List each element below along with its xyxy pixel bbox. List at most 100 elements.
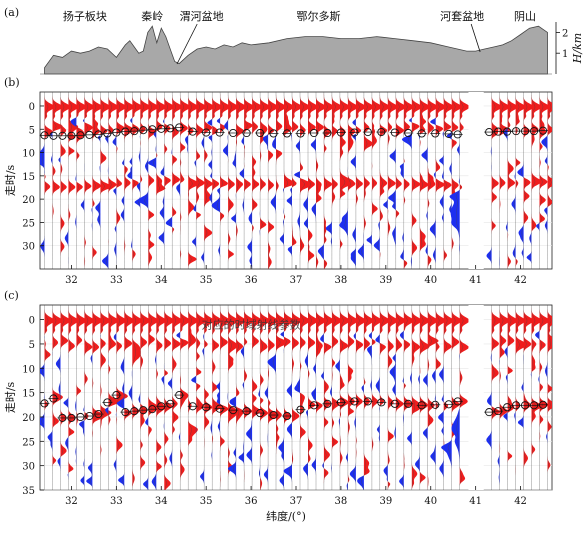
negative-fill [514, 305, 515, 490]
negative-fill [402, 92, 412, 269]
negative-fill [384, 305, 388, 490]
negative-fill [263, 92, 268, 269]
negative-fill [415, 305, 420, 490]
y-tick-label: 25 [22, 218, 35, 229]
y-tick-label: 2 [562, 28, 568, 39]
negative-fill [335, 305, 340, 490]
y-tick-label: 30 [22, 462, 35, 473]
negative-fill [240, 92, 245, 269]
y-axis-label: 走时/s [4, 164, 17, 196]
negative-fill [498, 305, 500, 490]
negative-fill [284, 305, 292, 490]
negative-fill [271, 92, 276, 269]
negative-fill [535, 305, 539, 490]
data-gap [468, 92, 483, 269]
negative-fill [81, 92, 85, 269]
negative-fill [231, 92, 236, 269]
negative-fill [161, 305, 164, 490]
negative-fill [264, 305, 268, 490]
x-tick-label: 36 [245, 496, 258, 507]
y-tick-label: 15 [22, 389, 35, 400]
negative-fill [152, 305, 157, 490]
negative-fill [138, 92, 148, 269]
region-label: 渭河盆地 [180, 9, 224, 23]
y-tick-label: 15 [22, 172, 35, 183]
y-tick-label: 5 [29, 340, 35, 351]
x-tick-label: 35 [200, 496, 213, 507]
x-axis-label: 纬度/(°) [266, 509, 306, 523]
x-tick-label: 41 [469, 496, 482, 507]
positive-fill [548, 92, 559, 269]
region-label: 秦岭 [141, 9, 163, 23]
negative-fill [113, 92, 117, 269]
x-tick-label: 38 [335, 275, 348, 286]
negative-fill [121, 92, 125, 269]
y-tick-label: 20 [22, 195, 35, 206]
trace-line [203, 305, 208, 490]
negative-fill [64, 305, 69, 490]
y-axis-label: H/km [571, 33, 584, 64]
y-tick-label: 10 [22, 364, 35, 375]
negative-fill [200, 305, 204, 490]
negative-fill [486, 305, 491, 490]
negative-fill [50, 92, 52, 269]
negative-fill [487, 92, 492, 269]
panel-label: (a) [4, 6, 19, 19]
negative-fill [450, 92, 460, 269]
negative-fill [258, 305, 260, 490]
data-gap [468, 305, 483, 490]
negative-fill [95, 92, 100, 269]
x-tick-label: 40 [424, 275, 437, 286]
negative-fill [139, 305, 141, 490]
region-label: 河套盆地 [440, 9, 484, 23]
negative-fill [191, 305, 196, 490]
trace-line [100, 305, 104, 490]
negative-fill [38, 92, 45, 269]
y-tick-label: 10 [22, 149, 35, 160]
x-tick-label: 34 [155, 496, 168, 507]
trace-line [90, 305, 97, 490]
negative-fill [318, 92, 324, 269]
x-tick-label: 37 [290, 275, 303, 286]
negative-fill [430, 305, 435, 490]
negative-fill [346, 305, 348, 490]
negative-fill [211, 305, 213, 490]
negative-fill [320, 305, 324, 490]
negative-fill [311, 305, 316, 490]
y-tick-label: 5 [29, 125, 35, 136]
negative-fill [423, 305, 428, 490]
x-tick-label: 34 [155, 275, 168, 286]
y-tick-label: 25 [22, 437, 35, 448]
x-tick-label: 35 [200, 275, 213, 286]
negative-fill [330, 305, 332, 490]
y-tick-label: 35 [22, 486, 35, 497]
negative-fill [407, 305, 412, 490]
negative-fill [375, 305, 380, 490]
positive-fill [68, 92, 78, 269]
negative-fill [58, 92, 60, 269]
x-tick-label: 33 [110, 496, 123, 507]
negative-fill [419, 92, 420, 269]
negative-fill [311, 92, 316, 269]
positive-fill [460, 305, 470, 490]
y-tick-label: 0 [29, 316, 35, 327]
negative-fill [545, 305, 548, 490]
x-tick-label: 32 [65, 496, 78, 507]
y-tick-label: 20 [22, 413, 35, 424]
y-axis-label: 走时/s [4, 381, 17, 413]
negative-fill [447, 92, 452, 269]
negative-fill [438, 305, 444, 490]
positive-fill [548, 305, 558, 490]
x-tick-label: 42 [514, 275, 527, 286]
x-tick-label: 38 [335, 496, 348, 507]
negative-fill [294, 305, 300, 490]
trace-line [323, 305, 328, 490]
region-label: 阴山 [514, 10, 536, 23]
negative-fill [400, 92, 404, 269]
region-label: 鄂尔多斯 [296, 9, 340, 23]
topography-area [45, 26, 548, 74]
trace-line [228, 305, 232, 490]
negative-fill [239, 305, 245, 490]
trace-line [42, 305, 48, 490]
